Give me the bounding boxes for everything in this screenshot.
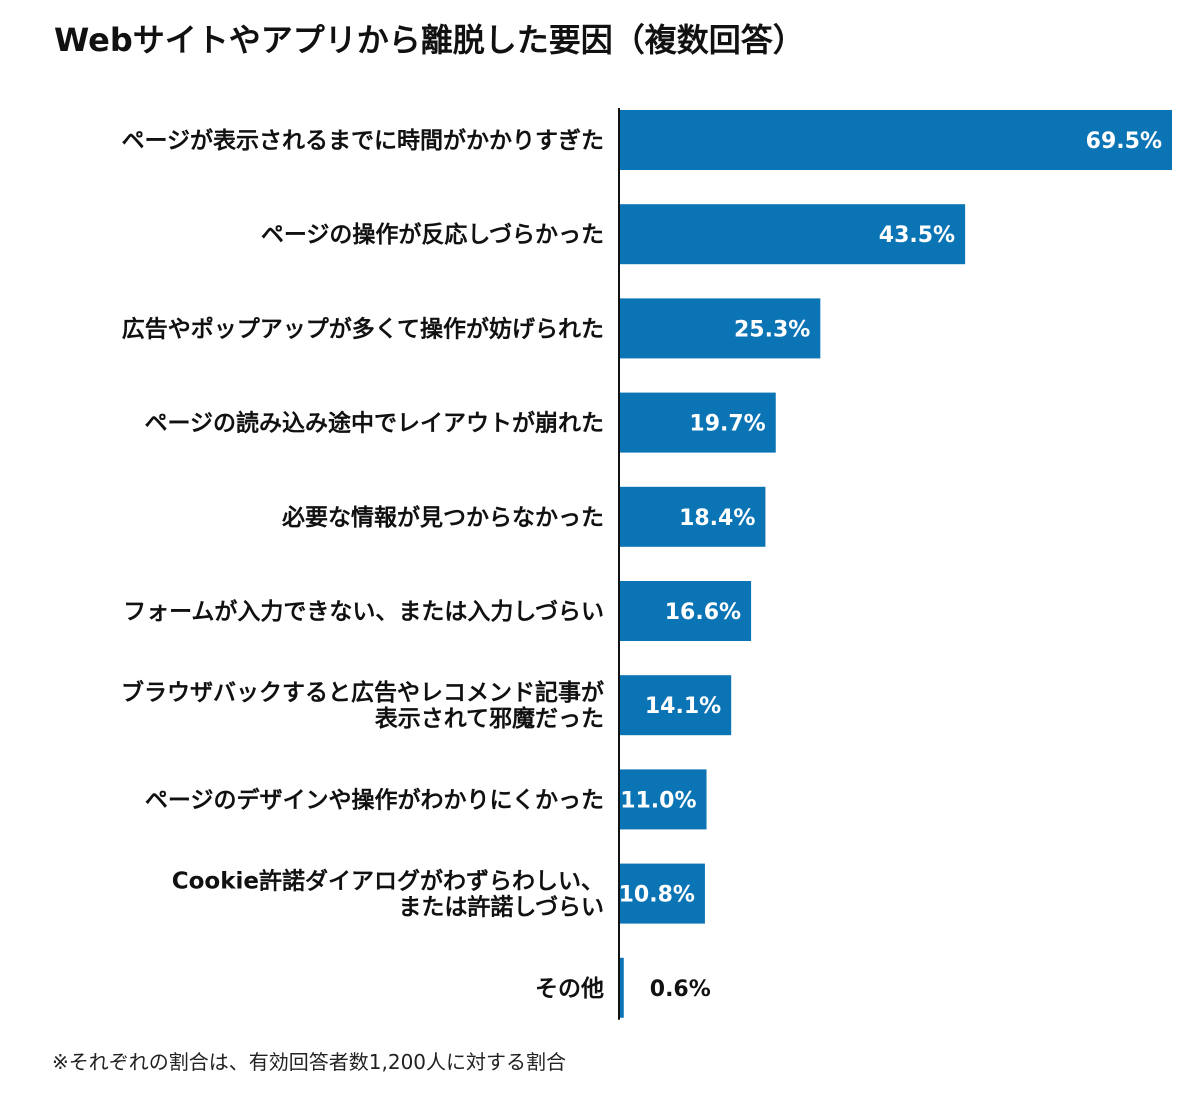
bars-layer: 69.5% ページが表示されるまでに時間がかかりすぎた 43.5% ページの操作が反応… [121,110,1172,1018]
category-label-1: ページの操作が反応しづらかった [261,221,604,248]
bar-6 [619,675,732,736]
bar-2 [619,298,821,359]
bar-3 [619,392,776,453]
category-label-9: その他 [535,976,604,1002]
category-label-7: ページのデザインや操作がわかりにくかった [145,786,604,813]
category-label-5: フォームが入力できない、または入力しづらい [123,598,604,625]
bar-4 [619,486,766,547]
footnote: ※それぞれの割合は、有効回答者数1,200人に対する割合 [52,1050,567,1074]
bar-9 [619,957,624,1018]
value-label-6: 14.1% [645,694,721,719]
category-label-6: ブラウザバックすると広告やレコメンド記事が表示されて邪魔だった [121,679,604,732]
value-label-1: 43.5% [879,223,955,248]
category-label-4: 必要な情報が見つからなかった [282,504,604,531]
value-label-2: 25.3% [734,317,810,342]
bar-8 [619,863,705,924]
value-label-4: 18.4% [679,506,755,531]
category-label-0: ページが表示されるまでに時間がかかりすぎた [121,127,604,154]
bar-0 [619,110,1172,170]
value-label-5: 16.6% [665,600,741,625]
category-label-2: 広告やポップアップが多くて操作が妨げられた [122,315,604,342]
value-label-3: 19.7% [689,412,765,437]
value-label-8: 10.8% [619,883,695,908]
bar-7 [619,769,707,830]
bar-1 [619,204,966,265]
category-label-8: Cookie許諾ダイアログがわずらわしい、または許諾しづらい [172,868,604,921]
chart-title: Webサイトやアプリから離脱した要因（複数回答） [54,21,805,59]
bar-5 [619,581,752,641]
category-label-3: ページの読み込み途中でレイアウトが崩れた [144,410,604,437]
value-label-7: 11.0% [620,788,696,813]
value-label-0: 69.5% [1086,129,1162,154]
value-label-9: 0.6% [650,977,711,1002]
